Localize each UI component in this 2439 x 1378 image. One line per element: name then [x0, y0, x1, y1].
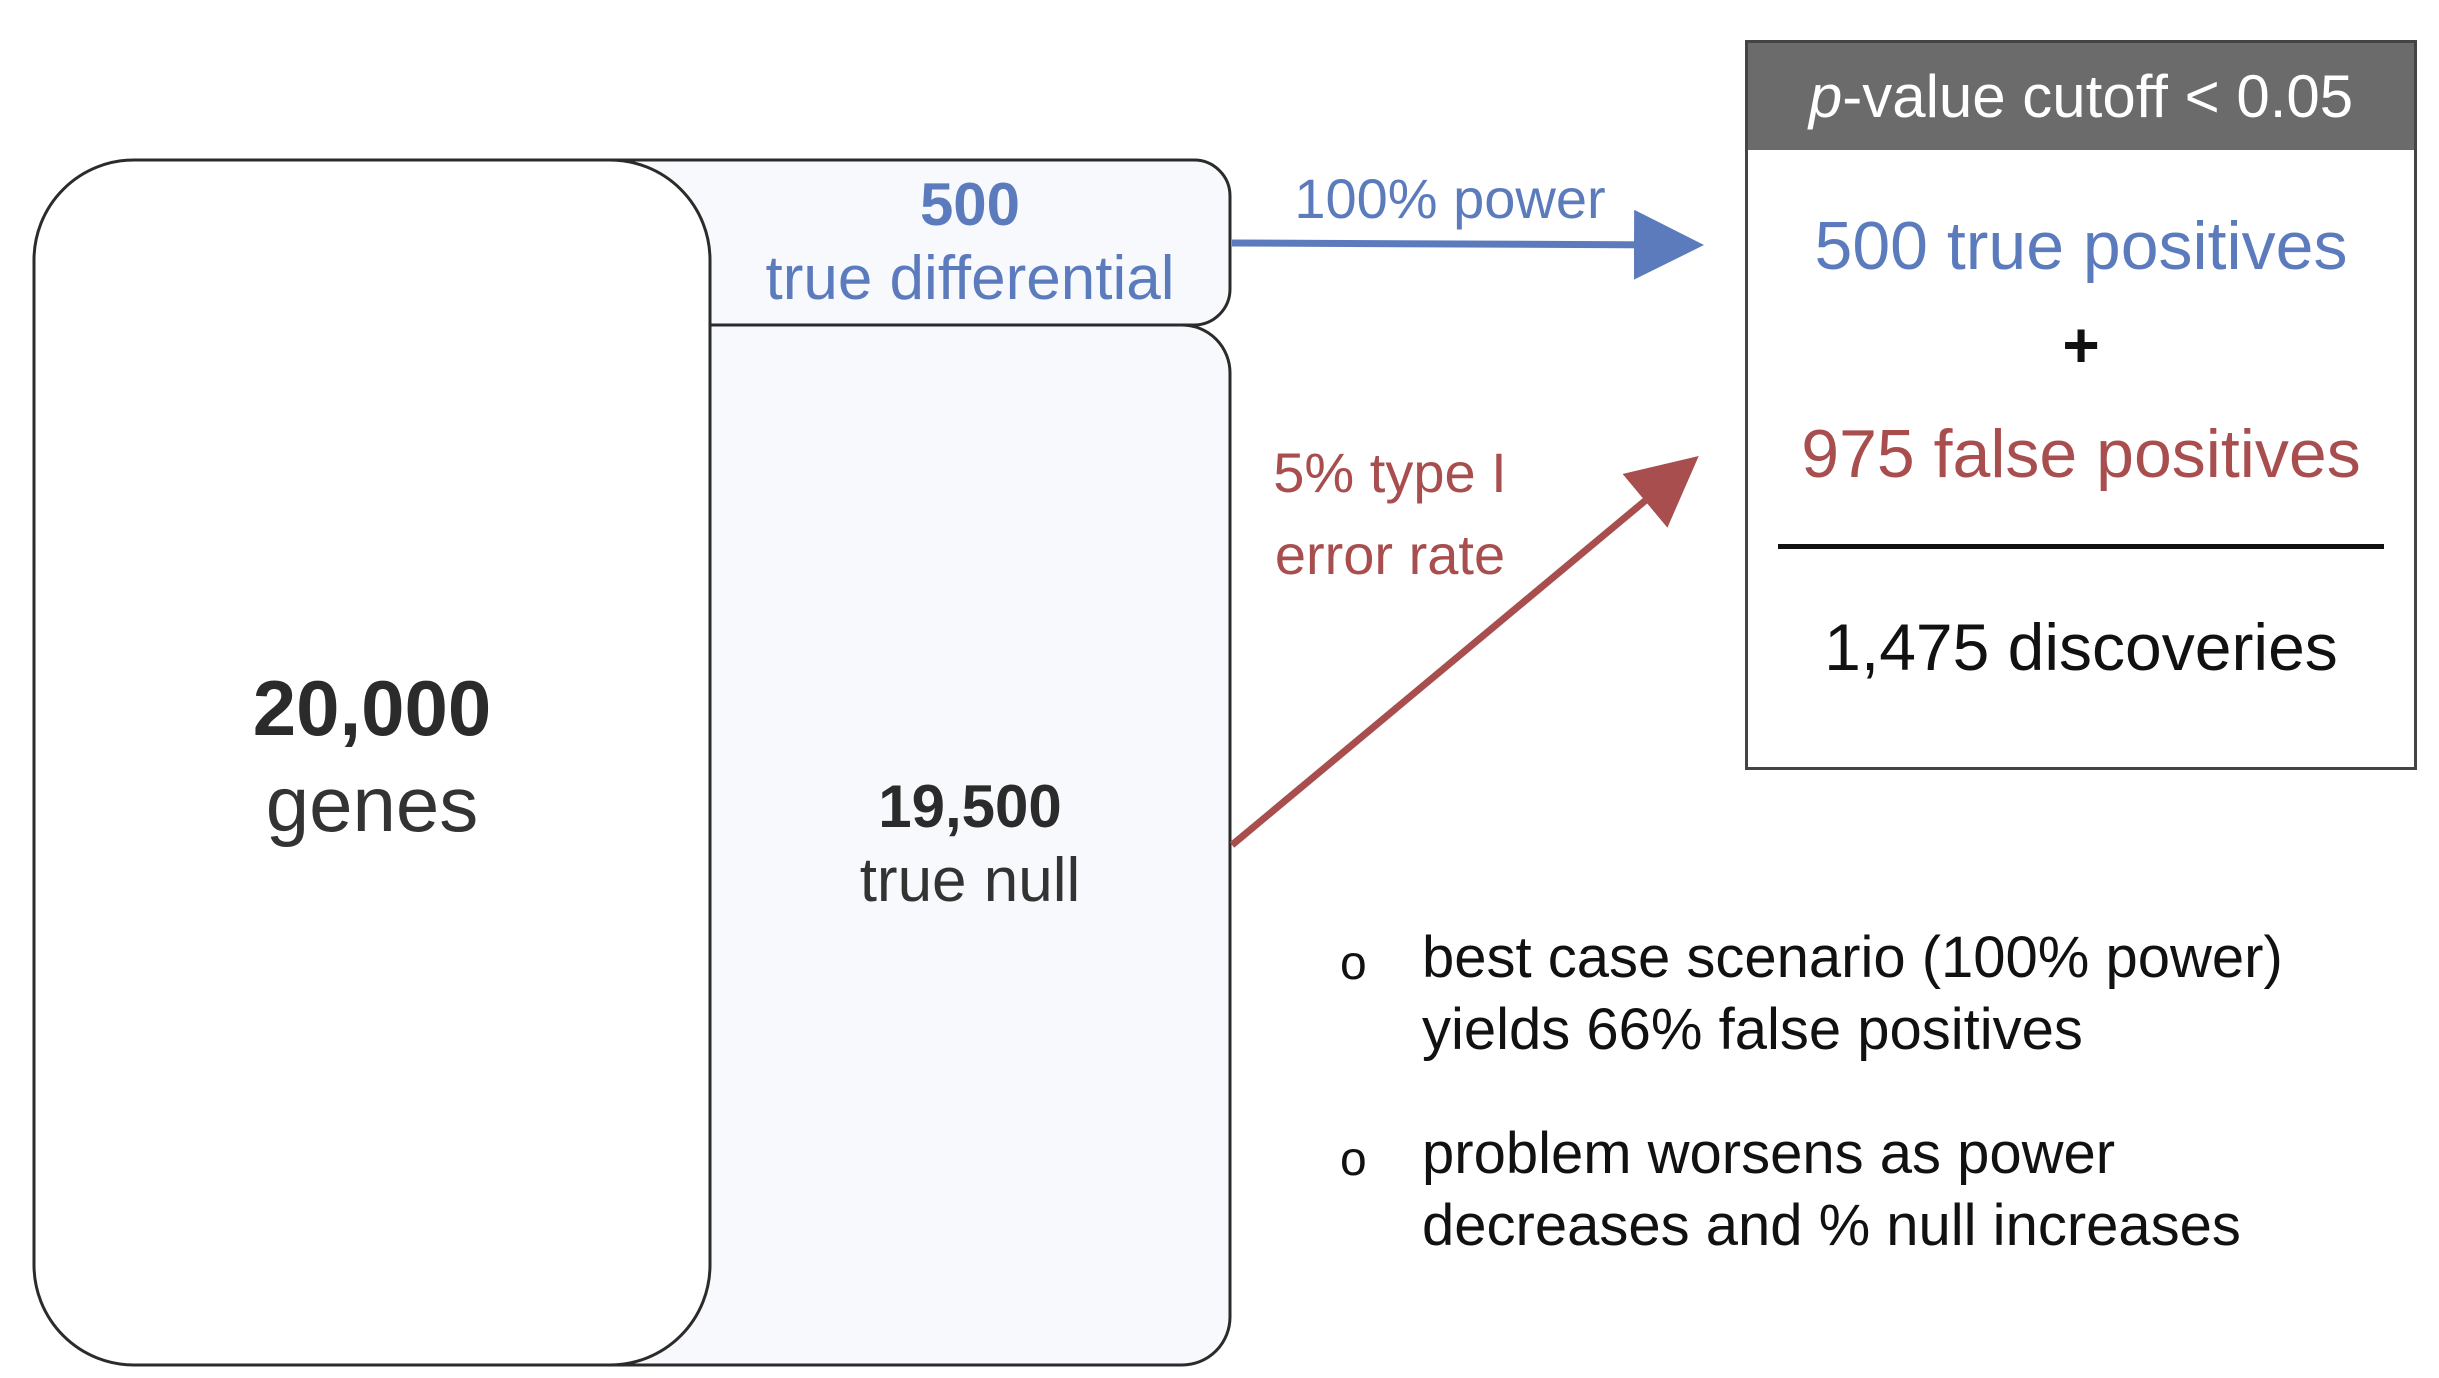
power-arrow [1231, 209, 1704, 280]
bullet-line: decreases and % null increases [1422, 1193, 2241, 1258]
header-rest: -value cutoff < 0.05 [1842, 63, 2354, 130]
plus-sign: + [2062, 309, 2100, 381]
genes-unit: genes [265, 760, 479, 848]
error-arrow [1229, 456, 1699, 848]
genes-count: 20,000 [252, 664, 492, 752]
genes-label: 20,000 genes [34, 660, 710, 852]
true-differential-count: 500 [919, 171, 1021, 238]
bullet-item: o problem worsens as power decreases and… [1340, 1118, 2430, 1262]
true-positives-text: 500 true positives [1814, 208, 2348, 284]
header-italic-p: p [1808, 63, 1843, 130]
sum-rule [1778, 544, 2384, 549]
true-null-count: 19,500 [878, 773, 1062, 840]
error-label-line2: error rate [1274, 523, 1506, 586]
true-null-label: 19,500 true null [710, 770, 1230, 918]
power-label: 100% power [1294, 167, 1606, 230]
true-differential-unit: true differential [765, 244, 1175, 313]
bullet-item: o best case scenario (100% power) yields… [1340, 922, 2430, 1066]
bullet-line: best case scenario (100% power) [1422, 925, 2283, 990]
result-box: p-value cutoff < 0.05 500 true positives… [1745, 40, 2417, 770]
discoveries-text: 1,475 discoveries [1824, 610, 2338, 684]
bullet-marker: o [1340, 937, 1367, 990]
true-differential-label: 500 true differential [710, 168, 1230, 316]
all-genes-block [32, 158, 712, 1367]
error-label-line1: 5% type I [1273, 441, 1507, 504]
error-rate-label: 5% type I error rate [1210, 432, 1570, 596]
bullet-line: yields 66% false positives [1422, 997, 2083, 1062]
true-null-unit: true null [859, 846, 1081, 915]
bullet-marker: o [1340, 1133, 1367, 1186]
bullet-line: problem worsens as power [1422, 1121, 2116, 1186]
false-positives-text: 975 false positives [1801, 416, 2361, 492]
result-header: p-value cutoff < 0.05 [1748, 43, 2414, 150]
